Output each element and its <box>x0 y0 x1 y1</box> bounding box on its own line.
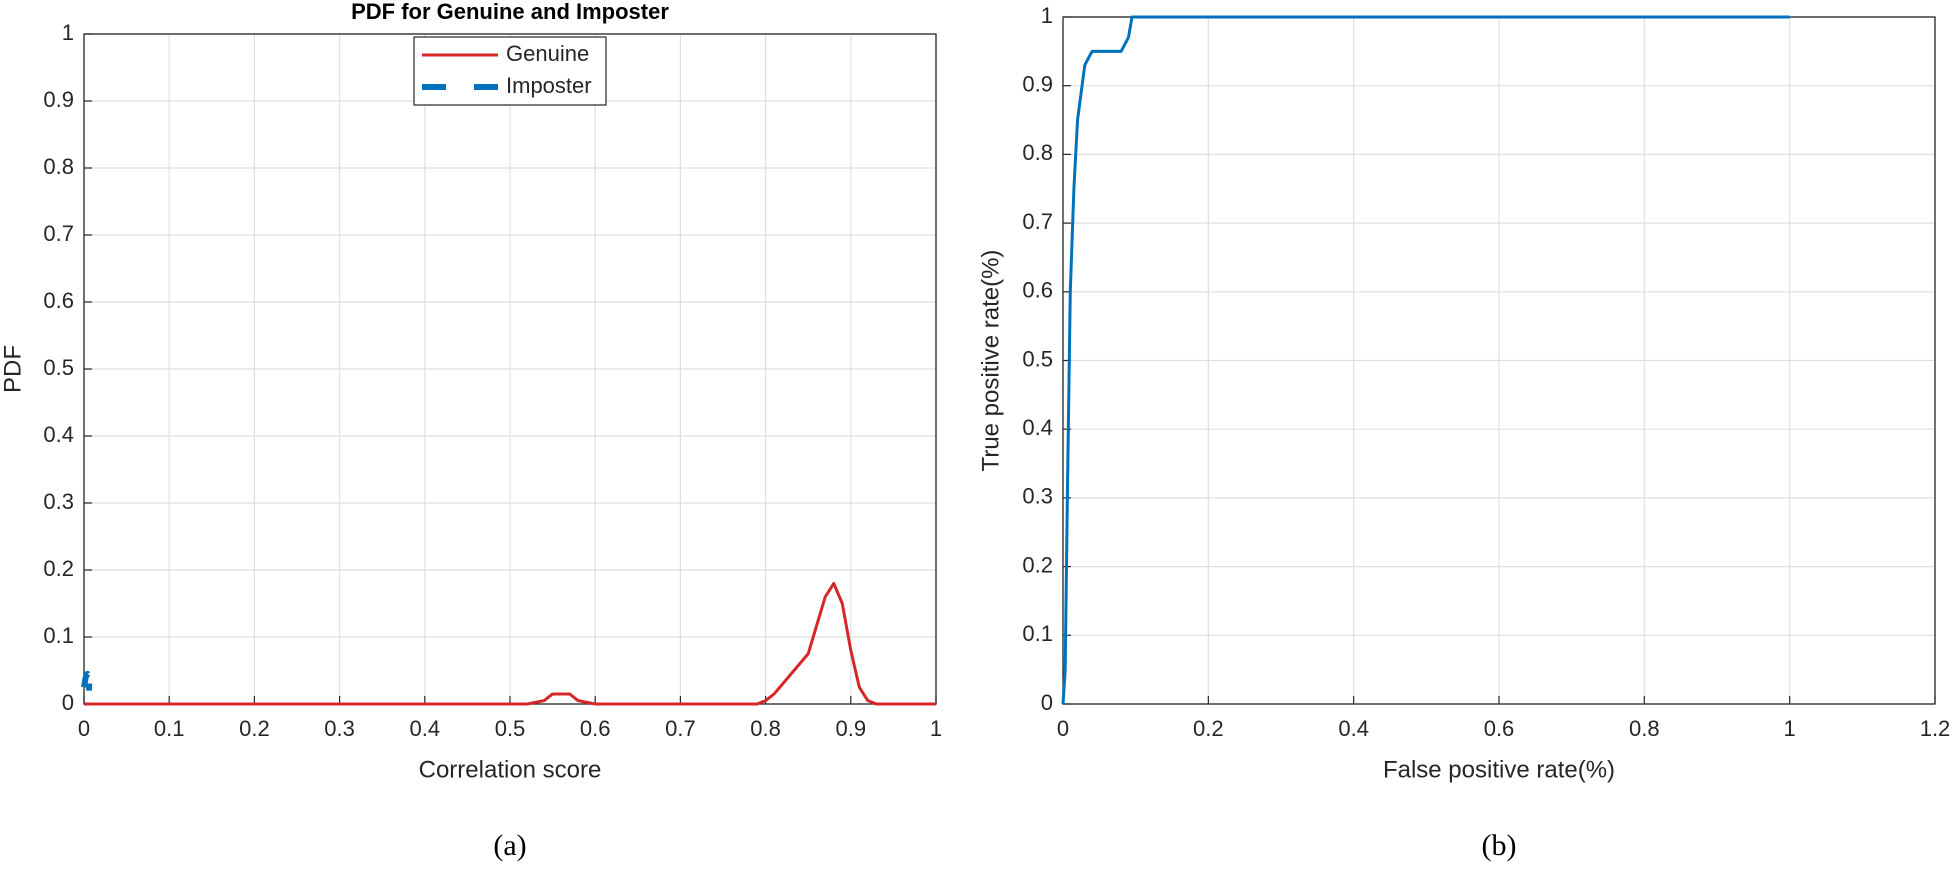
x-tick-label: 1.2 <box>1920 716 1951 741</box>
y-tick-label: 0.7 <box>43 221 74 246</box>
caption: (a) <box>493 829 526 862</box>
y-tick-label: 0.2 <box>1022 552 1053 577</box>
x-tick-label: 1 <box>1784 716 1796 741</box>
series-line <box>81 670 93 691</box>
x-tick-label: 0.8 <box>750 716 781 741</box>
y-tick-label: 0.7 <box>1022 209 1053 234</box>
y-tick-label: 0 <box>1041 690 1053 715</box>
x-tick-label: 0.4 <box>410 716 441 741</box>
y-tick-label: 0.3 <box>1022 484 1053 509</box>
y-tick-label: 0.5 <box>1022 346 1053 371</box>
y-tick-label: 0.6 <box>1022 278 1053 303</box>
x-axis-label: Correlation score <box>419 756 602 783</box>
legend-label: Genuine <box>506 41 589 66</box>
x-tick-label: 0.4 <box>1338 716 1369 741</box>
x-axis-label: False positive rate(%) <box>1383 756 1615 783</box>
x-tick-label: 0.7 <box>665 716 696 741</box>
y-tick-label: 0.8 <box>1022 140 1053 165</box>
x-tick-label: 0.1 <box>154 716 185 741</box>
y-tick-label: 0.1 <box>1022 621 1053 646</box>
x-tick-label: 0.8 <box>1629 716 1660 741</box>
y-tick-label: 0.9 <box>43 87 74 112</box>
y-tick-label: 0.5 <box>43 355 74 380</box>
y-axis-label: True positive rate(%) <box>977 250 1004 472</box>
y-tick-label: 0.9 <box>1022 72 1053 97</box>
chart-title: PDF for Genuine and Imposter <box>351 0 669 24</box>
legend-box <box>413 36 607 106</box>
x-tick-label: 0.6 <box>580 716 611 741</box>
series-line <box>1061 15 1790 705</box>
x-tick-label: 0.6 <box>1484 716 1515 741</box>
y-tick-label: 0.1 <box>43 623 74 648</box>
x-tick-label: 0.2 <box>239 716 270 741</box>
x-tick-label: 0.3 <box>324 716 355 741</box>
y-axis-label: PDF <box>0 345 26 393</box>
y-tick-label: 0.6 <box>43 288 74 313</box>
y-tick-label: 0.2 <box>43 556 74 581</box>
y-tick-label: 0.3 <box>43 489 74 514</box>
y-tick-label: 0.4 <box>1022 415 1053 440</box>
legend-label: Imposter <box>506 73 592 98</box>
y-tick-label: 0.8 <box>43 154 74 179</box>
y-tick-label: 0.4 <box>43 422 74 447</box>
x-tick-label: 0.2 <box>1193 716 1224 741</box>
x-tick-label: 0.9 <box>836 716 867 741</box>
y-tick-label: 1 <box>1041 3 1053 28</box>
x-tick-label: 1 <box>930 716 942 741</box>
y-tick-label: 0 <box>62 690 74 715</box>
x-tick-label: 0.5 <box>495 716 526 741</box>
y-tick-label: 1 <box>62 20 74 45</box>
caption: (b) <box>1482 829 1517 862</box>
x-tick-label: 0 <box>78 716 90 741</box>
x-tick-label: 0 <box>1057 716 1069 741</box>
series-line <box>84 581 936 706</box>
